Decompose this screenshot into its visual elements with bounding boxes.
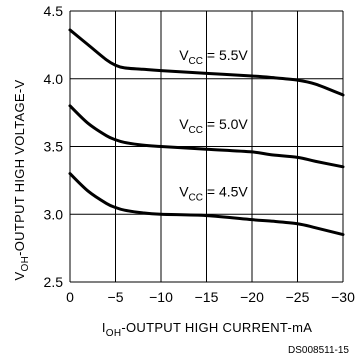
x-tick-label: −5 (108, 289, 124, 305)
y-axis-label: VOH-OUTPUT HIGH VOLTAGE-V (12, 80, 31, 281)
x-tick-label: −15 (195, 289, 219, 305)
x-axis-label: IOH-OUTPUT HIGH CURRENT-mA (102, 320, 312, 339)
y-tick-label: 4.5 (44, 3, 64, 19)
figure-code: DS008511-15 (288, 345, 349, 356)
x-tick-label: −30 (331, 289, 355, 305)
series-label: VCC = 4.5V (179, 184, 248, 204)
series-label: VCC = 5.5V (179, 47, 248, 67)
y-tick-label: 3.5 (44, 139, 64, 155)
series-line (68, 172, 345, 237)
y-tick-label: 4.0 (44, 71, 64, 87)
series-lines (68, 28, 345, 237)
y-tick-label: 2.5 (44, 274, 64, 290)
x-tick-label: 0 (66, 289, 74, 305)
series-line (68, 104, 345, 169)
x-tick-label: −20 (240, 289, 264, 305)
x-tick-label: −25 (286, 289, 310, 305)
x-tick-label: −10 (149, 289, 173, 305)
series-labels: VCC = 5.5V VCC = 5.0V VCC = 4.5V (179, 47, 248, 204)
y-axis-ticks: 2.5 3.0 3.5 4.0 4.5 (44, 3, 64, 290)
y-tick-label: 3.0 (44, 206, 64, 222)
series-label: VCC = 5.0V (179, 116, 248, 136)
series-line (68, 28, 345, 97)
x-axis-ticks: 0 −5 −10 −15 −20 −25 −30 (66, 289, 355, 305)
